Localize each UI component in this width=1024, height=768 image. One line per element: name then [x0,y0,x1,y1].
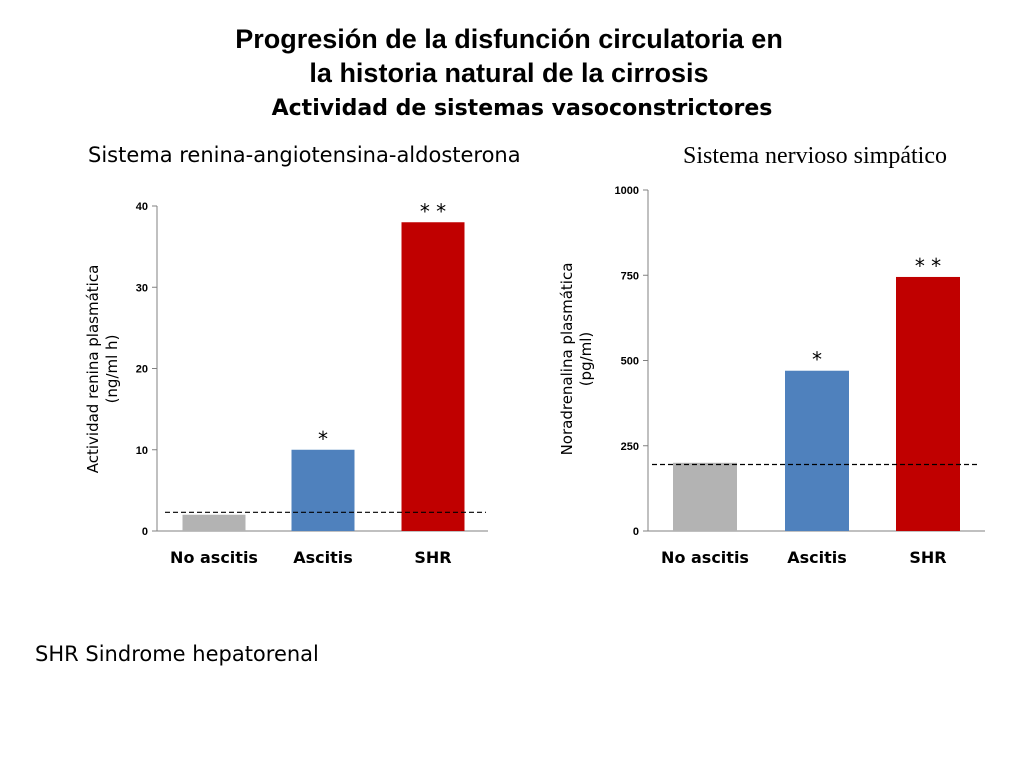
y-axis-title: Noradrenalina plasmática (pg/ml) [558,263,595,456]
slide-subtitle: Actividad de sistemas vasoconstrictores [271,96,773,121]
y-tick-label: 1000 [615,185,639,197]
x-category-label: Ascitis [787,548,847,567]
bar [401,222,465,531]
y-tick-label: 750 [621,270,639,282]
x-category-label: Ascitis [293,548,353,567]
y-tick-label: 30 [136,282,148,294]
significance-marker: * [318,427,328,451]
y-tick-label: 20 [136,364,148,376]
x-category-label: No ascitis [661,548,749,567]
x-category-label: No ascitis [170,548,258,567]
footnote: SHR Sindrome hepatorenal [35,642,319,666]
bar [896,276,960,531]
slide-title-line-1: Progresión de la disfunción circulatoria… [235,24,783,54]
left-chart-title: Sistema renina-angiotensina-aldosterona [88,143,521,167]
x-category-label: SHR [909,548,946,567]
y-tick-label: 10 [136,445,148,457]
y-axis-title-line-2: (pg/ml) [577,332,595,387]
significance-marker: * * [420,199,446,223]
bar [673,462,737,531]
y-axis-title-line-2: (ng/ml h) [103,335,121,404]
y-axis-title-line-1: Actividad renina plasmática [84,265,102,474]
right-chart-title: Sistema nervioso simpático [683,143,947,169]
bar [785,370,849,531]
bar [291,449,355,531]
slide-title-line-2: la historia natural de la cirrosis [309,58,709,88]
y-tick-label: 0 [142,526,148,538]
y-axis-title: Actividad renina plasmática (ng/ml h) [84,265,121,474]
y-tick-label: 250 [621,441,639,453]
significance-marker: * * [915,254,941,278]
y-axis-title-line-1: Noradrenalina plasmática [558,263,576,456]
y-tick-label: 500 [621,356,639,368]
significance-marker: * [812,348,822,372]
bar [182,514,246,531]
x-category-label: SHR [414,548,451,567]
y-tick-label: 0 [633,526,639,538]
y-tick-label: 40 [136,201,148,213]
